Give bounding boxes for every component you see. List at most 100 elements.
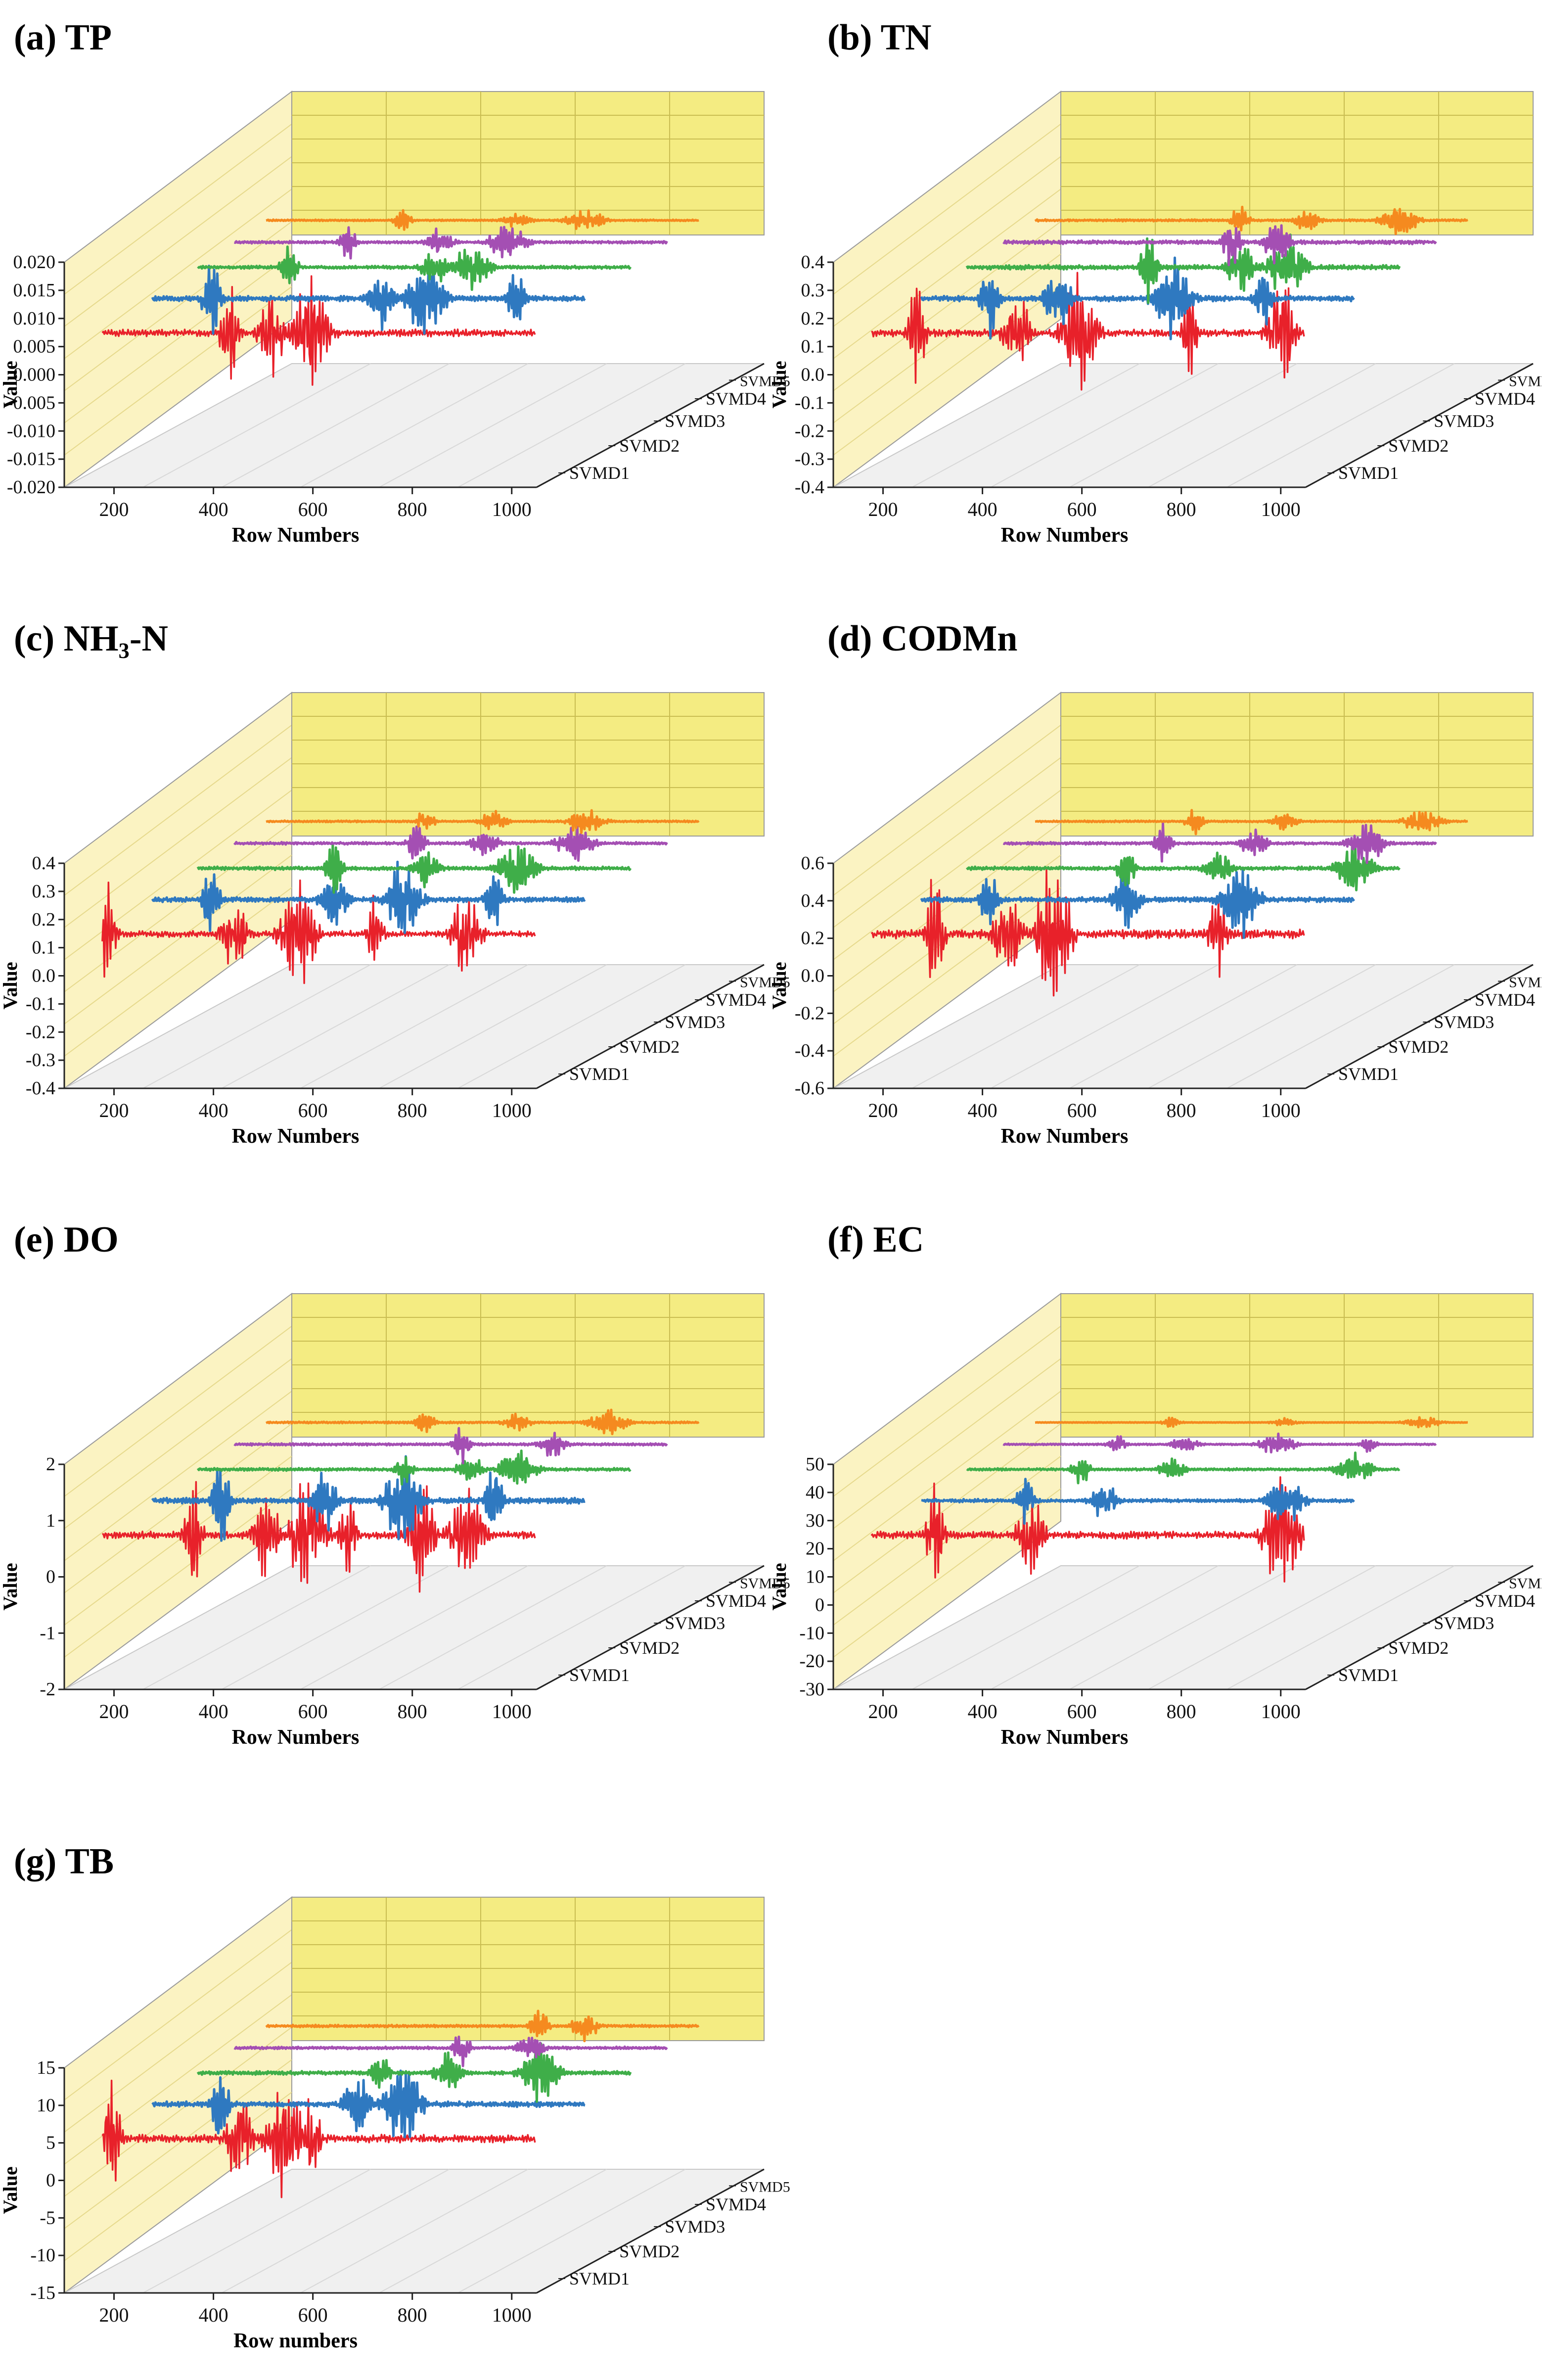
series-label: SVMD5 [740,373,790,390]
side-grid-line [833,822,1061,992]
series-label: SVMD3 [1434,411,1494,431]
y-axis-label: Value [0,361,21,408]
series-line-svmd3 [196,1449,632,1486]
series-label: SVMD5 [1509,373,1542,390]
y-tick-label: -0.4 [795,477,824,498]
y-tick-label: -0.2 [795,420,824,441]
series-label: SVMD3 [665,1012,725,1032]
series-label: SVMD1 [1338,1665,1399,1685]
series-label: SVMD4 [1475,990,1535,1010]
series-line-svmd5 [266,1408,700,1436]
series-line-svmd2 [151,1455,586,1542]
side-grid-line [64,1455,292,1626]
y-tick-label: 10 [37,2095,55,2116]
floor-grid-line [911,1565,1140,1690]
y-tick-label: -10 [799,1623,824,1643]
series-line-svmd5 [1034,205,1468,235]
x-tick-label: 400 [199,1700,228,1723]
x-axis-label: Row Numbers [232,1125,360,1148]
side-grid-line [64,156,292,327]
floor-grid-line [1226,363,1455,488]
panel-b: 0.4 0.3 0.2 0.1 0.0 -0.1 -0.2 -0.3 -0.4 200 400 600… [768,17,1542,547]
floor-grid-line [379,964,607,1089]
panel-title: (f) EC [827,1219,924,1260]
floor-grid-line [300,363,528,488]
floor-grid-line [221,363,450,488]
x-tick-label: 400 [968,1099,998,1121]
floor-grid-line [300,964,528,1089]
y-tick-label: 10 [806,1567,824,1587]
y-tick-label: 0.1 [801,336,825,357]
y-axis-label: Value [768,361,790,408]
x-axis-label: Row numbers [233,2330,358,2352]
panel-c: 0.4 0.3 0.2 0.1 0.0 -0.1 -0.2 -0.3 -0.4 200 400 600… [0,618,790,1148]
side-grid-line [64,188,292,359]
series-label: SVMD3 [665,411,725,431]
series-line-svmd2 [151,2069,586,2139]
floor-grid-line [221,1565,450,1690]
side-grid-line [833,757,1061,928]
series-label: SVMD4 [706,389,766,409]
floor-grid-line [1069,964,1297,1089]
side-grid-line [833,1358,1061,1529]
y-tick-label: -0.005 [7,392,55,413]
series-label: SVMD1 [1338,1064,1399,1084]
y-tick-label: 20 [806,1539,824,1559]
series-line-svmd5 [1035,809,1468,836]
y-tick-label: 40 [806,1482,824,1503]
y-tick-label: 0.0 [801,966,825,986]
y-tick-label: 0.4 [801,890,825,911]
y-tick-label: 50 [806,1454,824,1475]
y-tick-label: 0.020 [13,252,56,273]
series-label: SVMD3 [1434,1012,1494,1032]
x-tick-label: 600 [298,498,328,520]
panel-title: (c) NH₃-N [14,618,168,659]
series-line-svmd3 [965,233,1401,304]
series-line-svmd2 [921,1478,1355,1525]
series-label: SVMD1 [569,1665,630,1685]
y-tick-label: -0.4 [795,1040,824,1061]
x-tick-label: 400 [199,498,228,520]
series-label: SVMD4 [706,990,766,1010]
panel-d: 0.6 0.4 0.2 0.0 -0.2 -0.4 -0.6 200 400 600 800 1000… [768,618,1542,1148]
series-line-svmd3 [197,245,632,291]
series-label: SVMD5 [740,975,790,991]
y-tick-label: 5 [46,2133,55,2153]
series-label: SVMD1 [569,463,630,483]
floor-grid-line [990,363,1219,488]
side-grid-line [833,253,1061,423]
side-grid-line [64,1358,292,1529]
series-label: SVMD2 [619,436,680,456]
y-tick-label: -0.2 [795,1003,824,1024]
y-tick-label: 2 [46,1454,55,1475]
y-axis-label: Value [0,1563,21,1610]
floor-grid-line [221,2169,450,2293]
x-tick-label: 200 [868,1700,898,1723]
side-grid-line [64,1961,292,2133]
series-line-svmd1 [101,879,536,984]
x-tick-label: 400 [968,498,998,520]
side-grid-line [833,1391,1061,1561]
x-tick-label: 600 [1067,498,1097,520]
x-tick-label: 600 [298,1099,328,1121]
y-tick-label: 0.015 [13,280,56,301]
y-tick-label: -0.010 [7,420,55,441]
side-grid-line [64,854,292,1025]
y-tick-label: 0.2 [801,308,825,329]
series-label: SVMD5 [740,1576,790,1592]
floor-grid-line [221,964,450,1089]
series-line-svmd1 [870,867,1305,997]
y-tick-label: -30 [799,1679,824,1700]
series-label: SVMD2 [619,2241,680,2261]
side-grid-line [64,822,292,992]
series-label: SVMD1 [569,1064,630,1084]
series-label: SVMD3 [665,2217,725,2237]
series-label: SVMD5 [1509,1576,1542,1592]
series-line-svmd4 [233,825,668,862]
panel-title: (d) CODMn [827,618,1017,659]
depth-axis [536,964,765,1089]
side-grid-line [64,1423,292,1593]
series-line-svmd2 [151,860,586,934]
